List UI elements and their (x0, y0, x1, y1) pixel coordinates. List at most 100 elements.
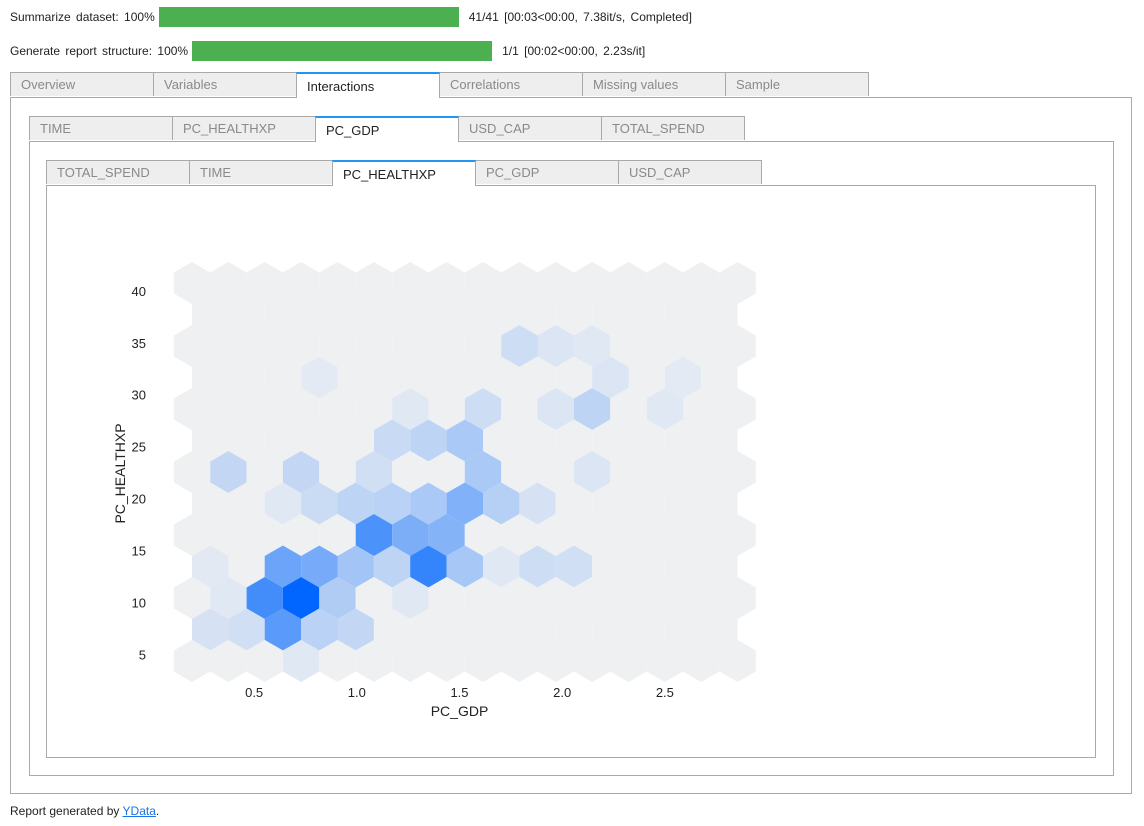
tab-x-time[interactable]: TIME (29, 116, 173, 140)
tab-y-pc-healthxp[interactable]: PC_HEALTHXP (332, 160, 476, 186)
hex-cell (228, 419, 265, 462)
hex-cell (373, 545, 411, 588)
tab-label: PC_GDP (486, 165, 540, 180)
hex-cell (282, 325, 320, 367)
hex-cell (210, 514, 247, 556)
hex-cell (319, 640, 356, 682)
tab-label: TIME (200, 165, 232, 180)
x-tick-label: 2.0 (553, 685, 571, 700)
hex-cell (719, 451, 756, 493)
tab-y-pc-gdp[interactable]: PC_GDP (475, 160, 619, 184)
hex-cell (537, 577, 574, 619)
tab-y-time[interactable]: TIME (189, 160, 333, 184)
hex-cell (464, 388, 502, 430)
hex-cell (319, 451, 356, 493)
progress-summarize: Summarize dataset: 100% 41/41 [00:03<00:… (10, 7, 692, 27)
hex-cell (573, 514, 611, 556)
hex-cell (646, 325, 683, 367)
hex-cell (628, 293, 665, 336)
hex-cell (446, 608, 483, 651)
hex-cell (483, 608, 520, 651)
hex-cell (410, 608, 447, 651)
hex-cell (683, 451, 720, 493)
hex-cell (501, 514, 538, 556)
hex-cell (573, 325, 611, 367)
x-tick-label: 1.5 (450, 685, 468, 700)
hex-cell (646, 514, 683, 556)
hex-cell (246, 451, 283, 493)
hex-cell (573, 640, 611, 682)
tab-correlations[interactable]: Correlations (439, 72, 583, 96)
hex-cell (337, 482, 374, 525)
tab-x-usd-cap[interactable]: USD_CAP (458, 116, 602, 140)
hex-cell (664, 293, 702, 336)
tab-x-pc-healthxp[interactable]: PC_HEALTHXP (172, 116, 316, 140)
hex-cell (228, 293, 265, 336)
hex-cell (192, 482, 229, 525)
hex-cell (701, 482, 738, 525)
hex-cell (555, 293, 593, 336)
hex-cell (664, 608, 702, 651)
hex-cell (173, 388, 211, 430)
hex-cell (355, 262, 393, 304)
hex-cell (392, 451, 429, 493)
tab-label: TOTAL_SPEND (612, 121, 705, 136)
hex-cell (373, 608, 411, 651)
tab-variables[interactable]: Variables (153, 72, 297, 96)
footer-text: Report generated by (10, 804, 123, 818)
hex-cell (573, 388, 611, 430)
tab-interactions[interactable]: Interactions (296, 72, 440, 98)
hex-cell (301, 419, 338, 462)
hex-cell (683, 388, 720, 430)
x-axis-label: PC_GDP (431, 703, 489, 719)
tab-label: USD_CAP (629, 165, 691, 180)
tab-overview[interactable]: Overview (10, 72, 154, 96)
hex-cell (664, 356, 702, 399)
hex-cell (592, 482, 629, 525)
hex-cell (210, 388, 247, 430)
tab-missing-values[interactable]: Missing values (582, 72, 726, 96)
tab-label: PC_HEALTHXP (183, 121, 276, 136)
hex-cell (719, 514, 756, 556)
hex-cell (173, 640, 211, 682)
tab-x-pc-gdp[interactable]: PC_GDP (315, 116, 459, 142)
hex-cell (355, 451, 393, 493)
tab-x-total-spend[interactable]: TOTAL_SPEND (601, 116, 745, 140)
hex-cell (210, 640, 247, 682)
hex-cell (392, 514, 429, 556)
hex-cell (246, 640, 283, 682)
tab-y-usd-cap[interactable]: USD_CAP (618, 160, 762, 184)
hex-cell (264, 608, 302, 651)
hex-cell (319, 388, 356, 430)
hex-cell (373, 482, 411, 525)
hex-cell (573, 577, 611, 619)
hex-cell (555, 482, 593, 525)
hex-cell (646, 451, 683, 493)
hex-cell (719, 640, 756, 682)
hex-cell (646, 262, 683, 304)
progress-bar (158, 7, 459, 27)
tab-label: TIME (40, 121, 72, 136)
hexbin-cells (173, 262, 756, 682)
tab-sample[interactable]: Sample (725, 72, 869, 96)
tab-label: Missing values (593, 77, 679, 92)
hex-cell (210, 325, 247, 367)
ydata-link[interactable]: YData (122, 804, 156, 818)
hex-cell (483, 545, 520, 588)
hex-cell (537, 451, 574, 493)
hex-cell (428, 388, 465, 430)
hex-cell (246, 262, 283, 304)
hex-cell (719, 388, 756, 430)
hex-cell (446, 482, 483, 525)
hex-cell (319, 577, 356, 619)
hex-cell (210, 451, 247, 493)
hex-cell (592, 608, 629, 651)
hex-cell (592, 356, 629, 399)
hex-cell (628, 608, 665, 651)
tab-y-total-spend[interactable]: TOTAL_SPEND (46, 160, 190, 184)
progress-label: Generate report structure: 100% (10, 44, 189, 58)
hex-cell (501, 451, 538, 493)
hex-cell (264, 293, 302, 336)
tab-label: PC_GDP (326, 122, 380, 138)
hex-cell (337, 608, 374, 651)
